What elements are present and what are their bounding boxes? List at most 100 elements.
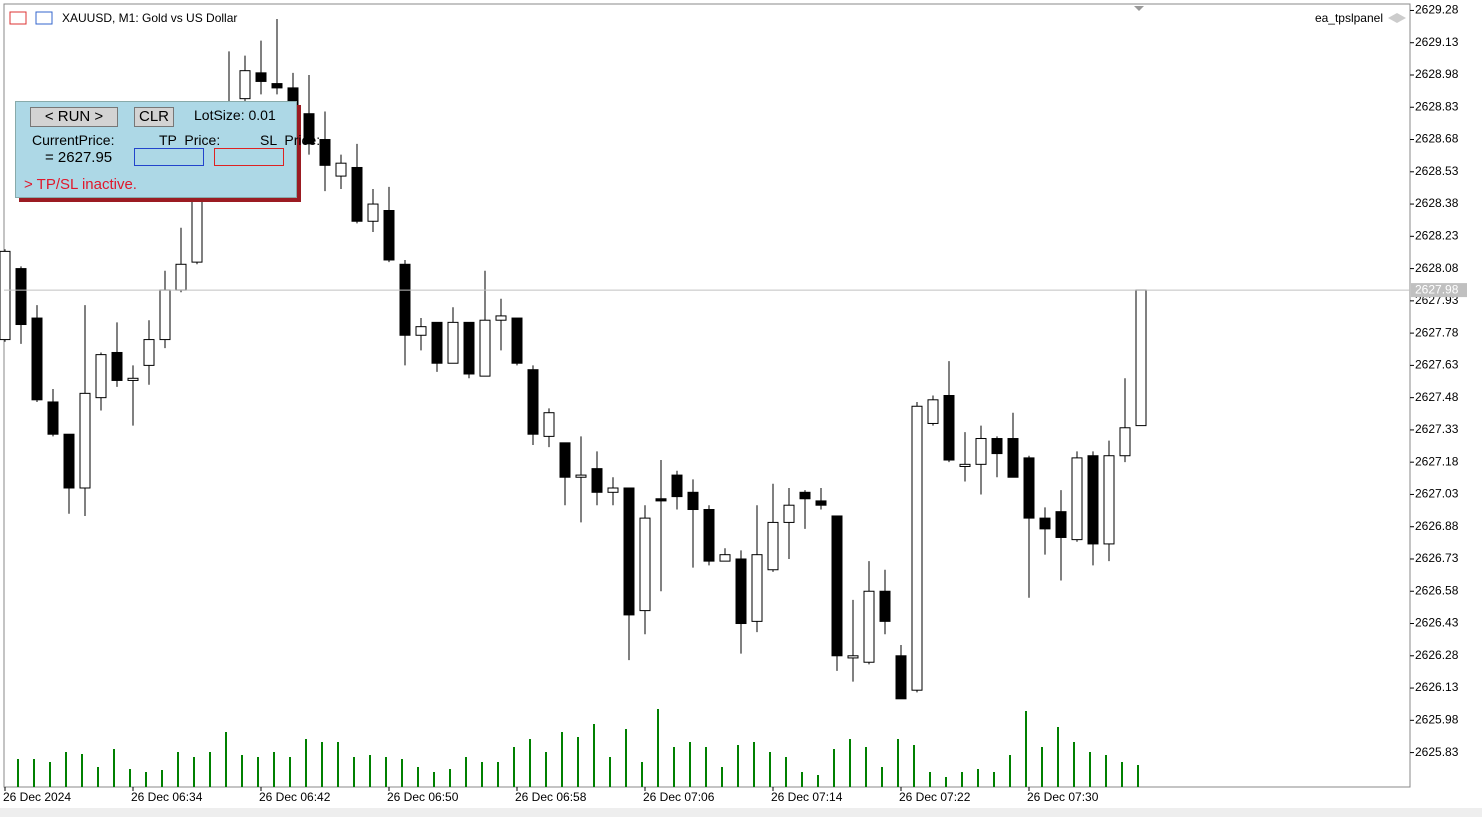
candle-body <box>1087 455 1099 545</box>
y-tick-label: 2628.83 <box>1415 99 1459 113</box>
candle-body <box>895 655 907 700</box>
candle-body <box>687 491 699 511</box>
candle-body <box>639 517 651 612</box>
candle-body <box>543 412 555 437</box>
y-tick-label: 2628.38 <box>1415 196 1459 210</box>
candle-body <box>303 113 315 145</box>
shift-marker <box>1134 6 1144 11</box>
candle-body <box>671 474 683 498</box>
candle-body <box>47 401 59 435</box>
x-tick-label: 26 Dec 06:42 <box>259 790 331 804</box>
candle-body <box>383 210 395 261</box>
candle-body <box>127 377 139 381</box>
candle-body <box>415 326 427 336</box>
candle-body <box>943 395 955 461</box>
y-tick-label: 2626.73 <box>1415 551 1459 565</box>
candle-body <box>911 405 923 691</box>
candle-body <box>655 498 667 502</box>
current-price-label: CurrentPrice: <box>32 132 115 148</box>
candle-body <box>575 474 587 478</box>
candle-body <box>831 515 843 657</box>
clear-button[interactable]: CLR <box>134 107 174 127</box>
candle-body <box>1119 427 1131 457</box>
y-tick-label: 2629.28 <box>1415 3 1459 17</box>
candle-body <box>751 554 763 622</box>
candle-body <box>1071 457 1083 541</box>
candle-body <box>351 166 363 222</box>
menu-icon[interactable] <box>9 11 27 25</box>
x-tick-label: 26 Dec 07:06 <box>643 790 715 804</box>
sl-label: SL Price: <box>260 132 321 148</box>
candle-body <box>95 354 107 399</box>
x-tick-label: 26 Dec 2024 <box>3 790 71 804</box>
candle-body <box>623 487 635 616</box>
candle-body <box>63 433 75 489</box>
y-tick-label: 2627.78 <box>1415 325 1459 339</box>
candle-body <box>1007 438 1019 478</box>
status-message: > TP/SL inactive. <box>24 176 137 193</box>
candle-body <box>735 558 747 625</box>
tp-input[interactable] <box>134 148 204 166</box>
indicator-icon <box>1388 13 1406 23</box>
candle-body <box>1135 289 1147 427</box>
candle-body <box>847 655 859 659</box>
run-button[interactable]: < RUN > <box>30 107 118 127</box>
candle-body <box>239 70 251 100</box>
candle-body <box>1103 455 1115 545</box>
candle-body <box>527 369 539 435</box>
candle-body <box>879 590 891 622</box>
candle-body <box>767 521 779 571</box>
candle-body <box>511 317 523 364</box>
y-tick-label: 2626.28 <box>1415 648 1459 662</box>
candle-body <box>591 468 603 493</box>
candle-body <box>607 487 619 493</box>
y-tick-label: 2627.48 <box>1415 390 1459 404</box>
candle-body <box>15 268 27 326</box>
candle-body <box>959 463 971 467</box>
x-tick-label: 26 Dec 06:34 <box>131 790 203 804</box>
y-tick-label: 2627.18 <box>1415 454 1459 468</box>
y-tick-label: 2628.98 <box>1415 67 1459 81</box>
tpsl-panel: < RUN > CLR LotSize: 0.01 CurrentPrice: … <box>15 101 320 198</box>
y-tick-label: 2628.08 <box>1415 261 1459 275</box>
x-tick-label: 26 Dec 07:22 <box>899 790 971 804</box>
candle-body <box>783 504 795 523</box>
candle-body <box>191 188 203 263</box>
candle-body <box>863 590 875 663</box>
sl-input[interactable] <box>214 148 284 166</box>
candle-body <box>719 554 731 562</box>
candle-body <box>159 289 171 341</box>
candle-body <box>559 442 571 478</box>
candle-body <box>143 339 155 366</box>
indicator-name: ea_tpslpanel <box>1315 11 1383 25</box>
candle-body <box>479 319 491 377</box>
candle-body <box>463 321 475 375</box>
candle-body <box>399 263 411 336</box>
lot-size: LotSize: 0.01 <box>194 107 276 123</box>
candle-body <box>495 315 507 321</box>
candle-body <box>31 317 43 401</box>
candle-body <box>367 203 379 222</box>
y-tick-label: 2625.83 <box>1415 745 1459 759</box>
candle-body <box>1039 517 1051 530</box>
candle-body <box>447 321 459 364</box>
candle-body <box>799 491 811 500</box>
x-tick-label: 26 Dec 06:50 <box>387 790 459 804</box>
candle-body <box>319 139 331 166</box>
candle-body <box>175 263 187 291</box>
candle-body <box>1055 511 1067 538</box>
x-tick-label: 26 Dec 06:58 <box>515 790 587 804</box>
y-tick-label: 2628.23 <box>1415 228 1459 242</box>
y-tick-label: 2628.68 <box>1415 132 1459 146</box>
candle-body <box>431 321 443 364</box>
candle-body <box>927 399 939 424</box>
y-tick-label: 2625.98 <box>1415 712 1459 726</box>
current-price-label: 2627.98 <box>1415 282 1459 296</box>
y-tick-label: 2626.43 <box>1415 616 1459 630</box>
candle-body <box>703 509 715 562</box>
candle-body <box>0 250 11 341</box>
candle-body <box>991 438 1003 455</box>
chart-icon[interactable] <box>35 11 53 25</box>
